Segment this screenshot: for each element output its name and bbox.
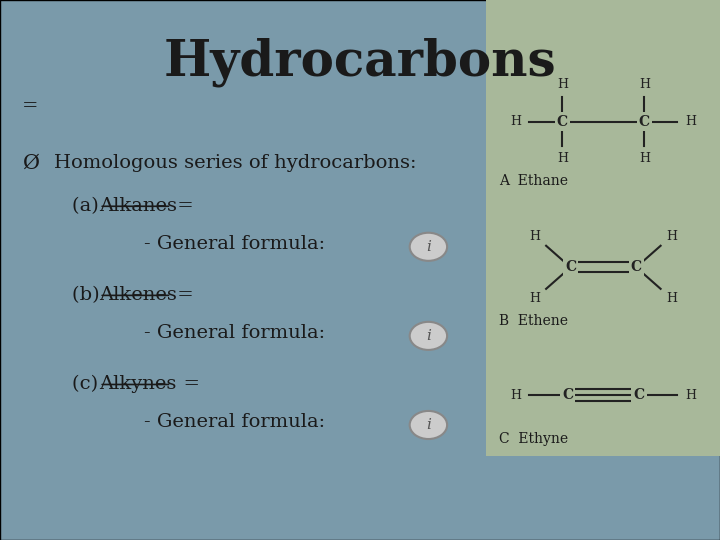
Text: C: C	[631, 260, 642, 274]
Text: Hydrocarbons: Hydrocarbons	[163, 38, 557, 87]
Text: H: H	[667, 230, 678, 242]
Text: =: =	[171, 375, 200, 393]
Text: H: H	[639, 78, 650, 91]
Text: C: C	[565, 260, 576, 274]
Text: (c): (c)	[72, 375, 104, 393]
Text: H: H	[685, 115, 696, 128]
Circle shape	[410, 233, 447, 261]
Text: H: H	[557, 78, 568, 91]
Text: - General formula:: - General formula:	[144, 413, 325, 431]
Text: Ø: Ø	[22, 154, 39, 173]
Circle shape	[410, 322, 447, 350]
Text: H: H	[529, 230, 540, 242]
Text: H: H	[639, 152, 650, 165]
Text: C: C	[562, 388, 573, 402]
Text: H: H	[510, 389, 521, 402]
Text: (a): (a)	[72, 197, 105, 215]
Text: i: i	[426, 329, 431, 343]
Text: Alkynes: Alkynes	[99, 375, 176, 393]
Text: C  Ethyne: C Ethyne	[499, 432, 568, 446]
Text: =: =	[171, 197, 194, 215]
Text: =: =	[171, 286, 194, 304]
Text: i: i	[426, 418, 431, 432]
Text: (b): (b)	[72, 286, 106, 304]
Text: C: C	[634, 388, 644, 402]
Text: - General formula:: - General formula:	[144, 235, 325, 253]
Text: B  Ethene: B Ethene	[499, 314, 568, 328]
Text: H: H	[685, 389, 696, 402]
Text: H: H	[529, 292, 540, 305]
Text: H: H	[667, 292, 678, 305]
Text: Homologous series of hydrocarbons:: Homologous series of hydrocarbons:	[54, 154, 416, 172]
Text: H: H	[510, 115, 521, 128]
Text: =: =	[22, 97, 38, 115]
Text: A  Ethane: A Ethane	[499, 174, 568, 188]
Text: Alkenes: Alkenes	[99, 286, 177, 304]
Text: Alkanes: Alkanes	[99, 197, 177, 215]
Text: H: H	[557, 152, 568, 165]
Text: C: C	[639, 114, 650, 129]
Circle shape	[410, 411, 447, 439]
Text: - General formula:: - General formula:	[144, 324, 325, 342]
Text: i: i	[426, 240, 431, 254]
Text: C: C	[557, 114, 568, 129]
FancyBboxPatch shape	[486, 0, 720, 456]
